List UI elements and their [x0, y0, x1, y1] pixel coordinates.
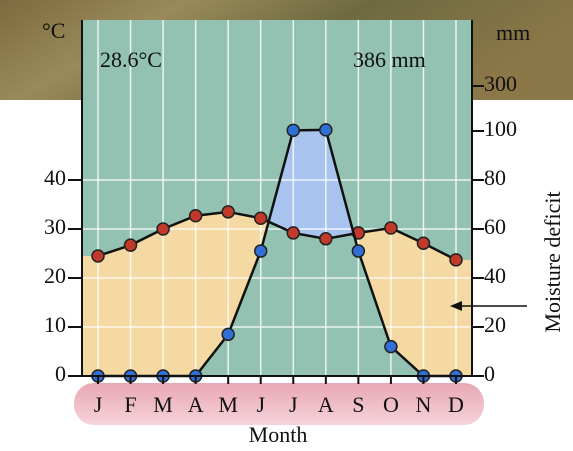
y-tick-label: 10: [44, 312, 66, 337]
month-band: [74, 383, 484, 425]
point: [91, 249, 105, 263]
x-tick-label: J: [256, 392, 265, 417]
y-tick-label: 40: [44, 165, 66, 190]
x-tick-label: J: [289, 392, 298, 417]
mean-temperature: 28.6°C: [100, 47, 162, 72]
dry-area: [456, 259, 472, 376]
x-axis-title: Month: [249, 422, 308, 447]
y2-tick-label: 0: [484, 361, 495, 386]
point: [384, 339, 398, 354]
y2-tick-label: 80: [484, 165, 506, 190]
point: [221, 327, 235, 342]
moisture-deficit-label: Moisture deficit: [540, 191, 565, 332]
y2-tick-label: 40: [484, 263, 506, 288]
x-tick-label: J: [94, 392, 103, 417]
point: [188, 209, 203, 223]
dry-area: [163, 215, 196, 376]
point: [351, 244, 366, 258]
y-tick-label: 20: [44, 263, 66, 288]
wet-area: [293, 129, 326, 239]
dry-area: [82, 255, 98, 376]
x-tick-label: A: [318, 392, 334, 417]
arrow-head: [450, 301, 462, 311]
point: [319, 123, 333, 137]
point: [449, 253, 463, 267]
x-tick-label: D: [448, 392, 464, 417]
x-tick-label: S: [352, 392, 364, 417]
point: [286, 123, 301, 138]
y-axis-title: °C: [42, 18, 65, 43]
x-tick-label: O: [383, 392, 399, 417]
dry-area: [423, 243, 456, 376]
x-tick-label: N: [416, 392, 432, 417]
y2-tick-label: 300: [484, 71, 517, 96]
dry-area: [228, 211, 261, 335]
point: [384, 221, 398, 235]
point: [156, 222, 170, 236]
y-tick-label: 0: [55, 361, 66, 386]
y-tick-label: 30: [44, 214, 66, 239]
dry-area: [358, 228, 391, 347]
dry-area: [130, 229, 164, 376]
y2-tick-label: 60: [484, 214, 506, 239]
dry-area: [195, 211, 229, 376]
x-tick-label: F: [124, 392, 136, 417]
point: [416, 236, 431, 250]
point: [286, 226, 301, 240]
dry-area: [390, 228, 424, 376]
y2-tick-label: 20: [484, 312, 506, 337]
point: [123, 238, 138, 252]
x-tick-label: M: [153, 392, 173, 417]
point: [221, 205, 235, 219]
x-tick-label: A: [188, 392, 204, 417]
x-tick-label: M: [218, 392, 238, 417]
dry-area: [98, 245, 131, 376]
y2-axis-title: mm: [496, 20, 530, 45]
annual-precipitation: 386 mm: [353, 47, 426, 72]
point: [319, 232, 333, 246]
point: [253, 244, 268, 258]
y2-tick-label: 100: [484, 116, 517, 141]
point: [253, 211, 268, 225]
